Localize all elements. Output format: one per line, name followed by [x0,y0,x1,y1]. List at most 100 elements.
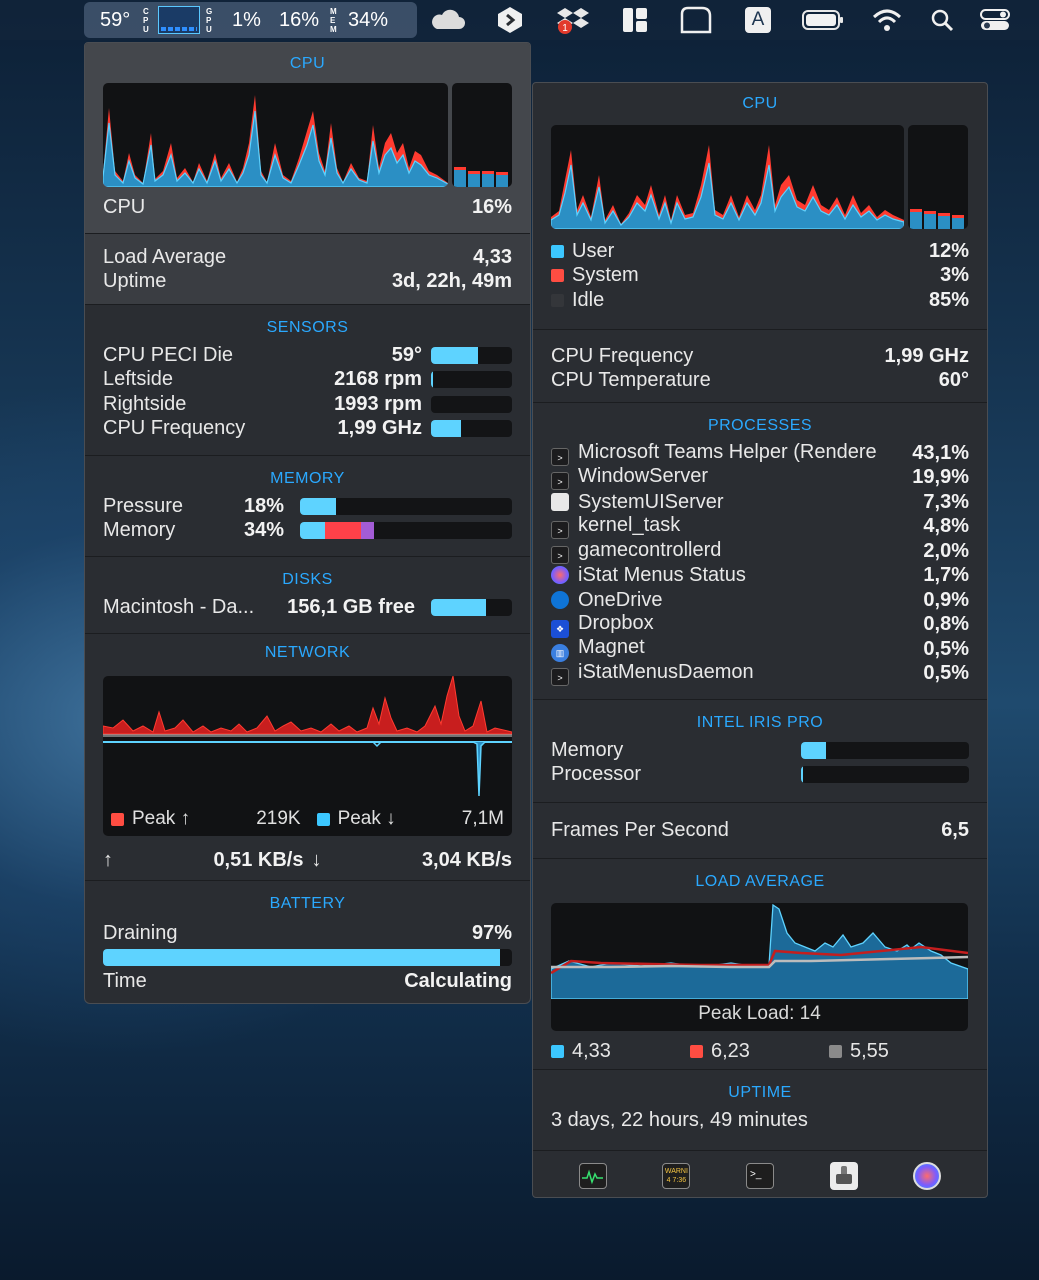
process-row[interactable]: ▥ Magnet 0,5% [551,636,969,663]
process-row[interactable]: iStat Menus Status 1,7% [551,564,969,589]
battery-icon[interactable] [802,0,844,40]
cpu-core-bars [452,83,512,187]
cpu-detail-core-bars [908,125,968,229]
magnet-icon[interactable] [622,0,648,40]
download-arrow-icon: ↓ [311,848,322,871]
system-information-icon[interactable] [829,1162,858,1190]
system-swatch [551,269,564,283]
terminal-icon: > [551,668,569,687]
dropbox-icon[interactable]: 1 [556,0,590,40]
process-row[interactable]: OneDrive 0,9% [551,588,969,613]
processes-header: PROCESSES [707,417,813,434]
battery-section[interactable]: BATTERY Draining 97% Time Calculating [85,881,530,994]
load-1min: 4,33 [551,1040,690,1063]
load-average-svg [551,903,968,1000]
process-row[interactable]: ❖ Dropbox 0,8% [551,612,969,638]
disk-label: Macintosh - Da... [103,595,255,618]
memory-label: Memory [103,519,176,542]
peak-up-swatch [111,812,124,826]
cpu-value: 16% [471,195,512,218]
gpu-section: INTEL IRIS PRO Memory Processor [533,700,987,802]
menubar-mem-percent[interactable]: 34% [348,8,389,31]
istat-cpu-detail-panel: CPU User 12% System 3% Idle 85% [532,82,988,1198]
process-row[interactable]: > gamecontrollerd 2,0% [551,539,969,564]
memory-header: MEMORY [270,470,345,487]
keyboard-input-icon[interactable]: A [745,0,771,40]
terminal-icon[interactable]: >_ [745,1163,774,1189]
istat-combined-panel: CPU CPU 16% Load Average 4 [84,42,531,1004]
console-icon[interactable]: WARNI 4 7:36 [662,1163,691,1189]
terminal-icon: > [551,521,569,540]
istat-icon [551,566,569,585]
process-row[interactable]: > WindowServer 19,9% [551,465,969,491]
load-uptime-section[interactable]: Load Average 4,33 Uptime 3d, 22h, 49m [85,234,530,304]
cpu-label: CPU [103,195,146,218]
cpu-legend-user: User 12% [551,239,969,264]
peak-up-value: 219K [256,808,301,829]
fps-label: Frames Per Second [551,818,729,841]
battery-header: BATTERY [269,895,346,912]
load-15min: 5,55 [829,1040,968,1063]
terminal-icon: > [551,472,569,491]
search-icon[interactable] [930,0,954,40]
uptime-section: UPTIME 3 days, 22 hours, 49 minutes [533,1070,987,1150]
onedrive-icon[interactable] [429,0,465,40]
time-label: Time [103,970,147,993]
gpu-processor-label: Processor [551,763,642,786]
wifi-icon[interactable] [872,0,902,40]
app-icon [551,492,569,511]
istat-menubar-highlight[interactable] [84,2,417,38]
uptime-text: 3 days, 22 hours, 49 minutes [551,1108,808,1131]
sensor-row: Rightside 1993 rpm [103,392,512,417]
process-row[interactable]: > Microsoft Teams Helper (Rendere 43,1% [551,441,969,466]
disk-value: 156,1 GB free [287,595,415,618]
istat-icon[interactable] [497,0,523,40]
menubar-gpu-percent[interactable]: 1% [232,8,261,31]
load-average-value: 4,33 [473,245,512,268]
network-section[interactable]: NETWORK Peak ↑ 219K Peak ↓ 7,1M ↑ 0,51 K… [85,634,530,880]
cpu-freq-section: CPU Frequency 1,99 GHz CPU Temperature 60° [533,330,987,402]
cpu-header: CPU [289,55,326,72]
cpu-frequency-label: CPU Frequency [551,344,694,367]
sensor-bar [431,371,512,389]
window-icon[interactable] [680,0,712,40]
menubar-cpu-percent[interactable]: 16% [279,8,320,31]
menubar-cpu-temp[interactable]: 59° [100,8,131,31]
peak-load-label: Peak Load: 14 [698,1003,821,1024]
activity-monitor-icon[interactable] [578,1163,607,1189]
peak-down-label: Peak ↓ [337,808,396,829]
cpu-detail-section: CPU User 12% System 3% Idle 85% [533,83,987,329]
control-center-icon[interactable] [980,0,1010,40]
sensors-section[interactable]: SENSORS CPU PECI Die 59° Leftside 2168 rpm… [85,305,530,455]
load-average-label: Load Average [103,245,227,268]
cpu-detail-graph [551,125,904,229]
load-average-header: LOAD AVERAGE [695,873,825,890]
network-svg [103,676,512,797]
memory-section[interactable]: MEMORY Pressure 18% Memory 34% [85,456,530,556]
fps-value: 6,5 [941,818,969,841]
process-row[interactable]: > kernel_task 4,8% [551,514,969,540]
pressure-value: 18% [243,494,284,517]
upload-arrow-icon: ↑ [103,848,113,871]
menubar-cpu-graph[interactable] [158,0,200,40]
uptime-header: UPTIME [728,1084,792,1101]
onedrive-icon [551,590,569,609]
peak-down-value: 7,1M [461,808,504,829]
terminal-icon: > [551,447,569,466]
cpu-temperature-label: CPU Temperature [551,369,711,392]
app-shortcut-bar: WARNI 4 7:36 >_ [533,1151,987,1197]
uptime-label: Uptime [103,270,167,293]
cpu-detail-svg [551,145,904,229]
disk-utility-icon[interactable] [913,1162,942,1190]
memory-value: 34% [243,519,284,542]
cpu-section[interactable]: CPU CPU 16% [85,43,530,233]
battery-value: 97% [471,921,512,944]
process-row[interactable]: > iStatMenusDaemon 0,5% [551,661,969,687]
terminal-icon: > [551,545,569,564]
disks-section[interactable]: DISKS Macintosh - Da... 156,1 GB free [85,557,530,633]
process-row[interactable]: SystemUIServer 7,3% [551,490,969,515]
gpu-memory-bar [801,741,969,759]
